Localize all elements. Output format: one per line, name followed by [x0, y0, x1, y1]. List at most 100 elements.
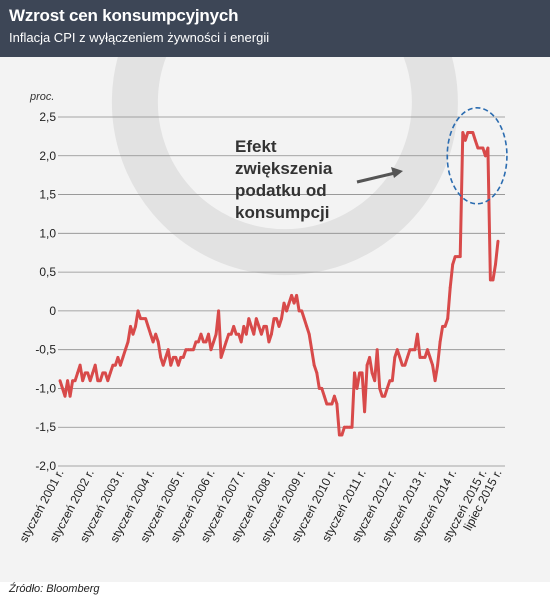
data-point: [451, 263, 455, 266]
data-point: [176, 363, 180, 367]
y-tick-label: 1,5: [39, 188, 56, 202]
data-point: [73, 379, 77, 383]
data-point: [189, 348, 193, 352]
y-tick-label: 1,0: [39, 226, 56, 240]
data-point: [126, 340, 130, 344]
data-point: [423, 356, 427, 359]
data-point: [280, 317, 283, 320]
data-point: [466, 131, 470, 134]
data-point: [257, 325, 261, 328]
data-point: [101, 371, 105, 375]
data-point: [270, 332, 273, 336]
data-point: [315, 371, 319, 375]
data-point: [491, 278, 495, 282]
data-point: [305, 325, 309, 328]
data-point: [194, 340, 198, 344]
data-point: [358, 371, 361, 375]
data-point: [481, 146, 485, 150]
data-point: [260, 332, 263, 336]
data-point: [207, 332, 210, 336]
data-point: [156, 340, 160, 344]
data-point: [307, 332, 311, 336]
data-point: [169, 363, 173, 367]
data-point: [330, 402, 334, 406]
data-point: [81, 379, 85, 383]
data-point: [68, 394, 72, 398]
data-point: [494, 263, 497, 266]
data-point: [108, 371, 112, 375]
data-point: [131, 332, 135, 336]
data-point: [114, 363, 117, 367]
data-point: [360, 371, 364, 375]
data-point: [335, 402, 339, 406]
data-point: [390, 379, 394, 383]
data-point: [448, 286, 452, 289]
data-point: [199, 332, 203, 336]
data-point: [468, 131, 472, 134]
data-point: [247, 317, 251, 320]
chart-subtitle: Inflacja CPI z wyłączeniem żywności i en…: [9, 30, 270, 45]
data-point: [310, 348, 314, 352]
data-point: [338, 433, 341, 437]
data-point: [98, 379, 102, 383]
data-point: [181, 356, 185, 359]
data-point: [476, 146, 480, 150]
data-point: [285, 309, 288, 313]
data-point: [453, 255, 457, 258]
data-point: [134, 325, 137, 328]
data-point: [406, 356, 409, 359]
data-point: [317, 387, 321, 390]
data-point: [421, 356, 424, 359]
data-point: [416, 332, 419, 336]
data-point: [277, 325, 281, 328]
data-point: [222, 348, 226, 352]
data-point: [395, 348, 399, 352]
y-tick-label: 0: [49, 304, 56, 318]
data-point: [63, 394, 67, 398]
data-point: [461, 131, 465, 134]
data-point: [224, 340, 228, 344]
data-point: [76, 371, 79, 375]
data-point: [473, 138, 477, 142]
data-point: [179, 356, 183, 359]
chart-title: Wzrost cen konsumpcyjnych: [9, 6, 239, 25]
data-point: [171, 356, 175, 359]
data-point: [489, 278, 492, 282]
data-point: [446, 317, 450, 320]
data-point: [443, 325, 447, 328]
data-point: [61, 387, 64, 390]
data-point: [234, 332, 238, 336]
data-point: [159, 356, 163, 359]
data-point: [436, 363, 439, 367]
data-point: [96, 379, 100, 383]
data-point: [479, 146, 482, 150]
data-point: [428, 356, 432, 359]
data-point: [408, 348, 412, 352]
data-point: [66, 379, 69, 383]
data-point: [161, 363, 165, 367]
annotation-arrow: [356, 171, 396, 184]
y-tick-label: -1,0: [35, 381, 56, 395]
data-point: [229, 332, 233, 336]
data-point: [365, 363, 369, 367]
source-note: Źródło: Bloomberg: [9, 583, 100, 595]
data-point: [146, 325, 150, 328]
data-point: [144, 317, 148, 320]
data-point: [353, 371, 356, 375]
data-point: [320, 387, 324, 390]
annotation-text: Efekt: [235, 137, 277, 156]
data-point: [192, 348, 195, 352]
data-point: [484, 154, 487, 158]
data-point: [239, 340, 243, 344]
y-tick-label: 0,5: [39, 265, 56, 279]
data-point: [438, 340, 442, 344]
watermark-logo-icon: [111, 57, 458, 276]
data-point: [164, 356, 168, 359]
data-point: [388, 379, 392, 383]
data-point: [295, 294, 298, 297]
annotation-text: konsumpcji: [235, 203, 329, 222]
annotation-text: zwiększenia: [235, 159, 333, 178]
data-point: [252, 332, 256, 336]
data-point: [383, 394, 387, 398]
data-point: [345, 425, 349, 429]
